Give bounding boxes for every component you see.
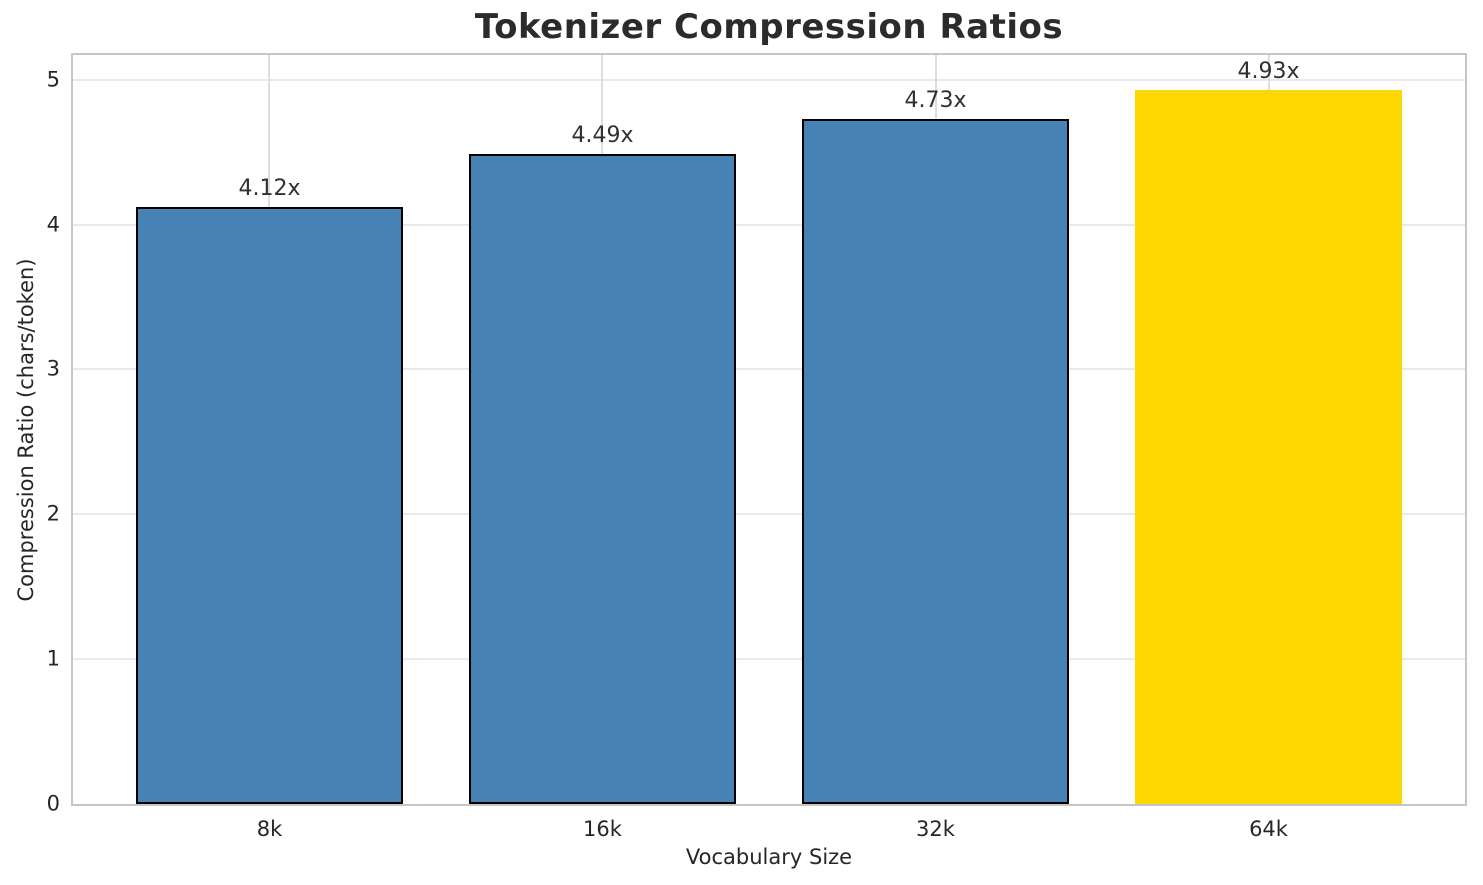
bar [1135,89,1402,804]
y-tick-label: 4 [46,212,60,236]
x-axis-label: Vocabulary Size [685,845,853,869]
x-tick-label: 16k [583,817,622,841]
bar-value-label: 4.12x [238,176,301,202]
bar [469,153,736,804]
x-tick-label: 32k [916,817,955,841]
grid-line-horizontal [73,78,1465,81]
grid-line-horizontal [73,658,1465,661]
grid-line-horizontal [73,513,1465,516]
y-tick-label: 5 [46,67,60,92]
x-tick-label: 8k [256,817,283,841]
y-tick-label: 1 [46,646,60,671]
y-tick-label: 2 [46,501,60,526]
chart-title: Tokenizer Compression Ratios [474,7,1064,47]
y-axis-label: Compression Ratio (chars/token) [14,258,38,602]
bar-value-label: 4.93x [1237,58,1300,84]
x-tick-label: 64k [1249,817,1288,841]
bar-value-label: 4.49x [571,122,634,148]
bar-value-label: 4.73x [904,87,967,113]
grid-line-horizontal [73,223,1465,226]
y-tick-label: 3 [46,356,60,381]
grid-line-horizontal [73,368,1465,371]
bar [802,118,1069,804]
plot-area: 0 1 2 3 4 5 4.12x 8k 4.49x 16k 4.73x 32k 4.93x 64k [47,53,1467,841]
y-tick-label: 0 [46,791,60,816]
bar [136,207,403,804]
